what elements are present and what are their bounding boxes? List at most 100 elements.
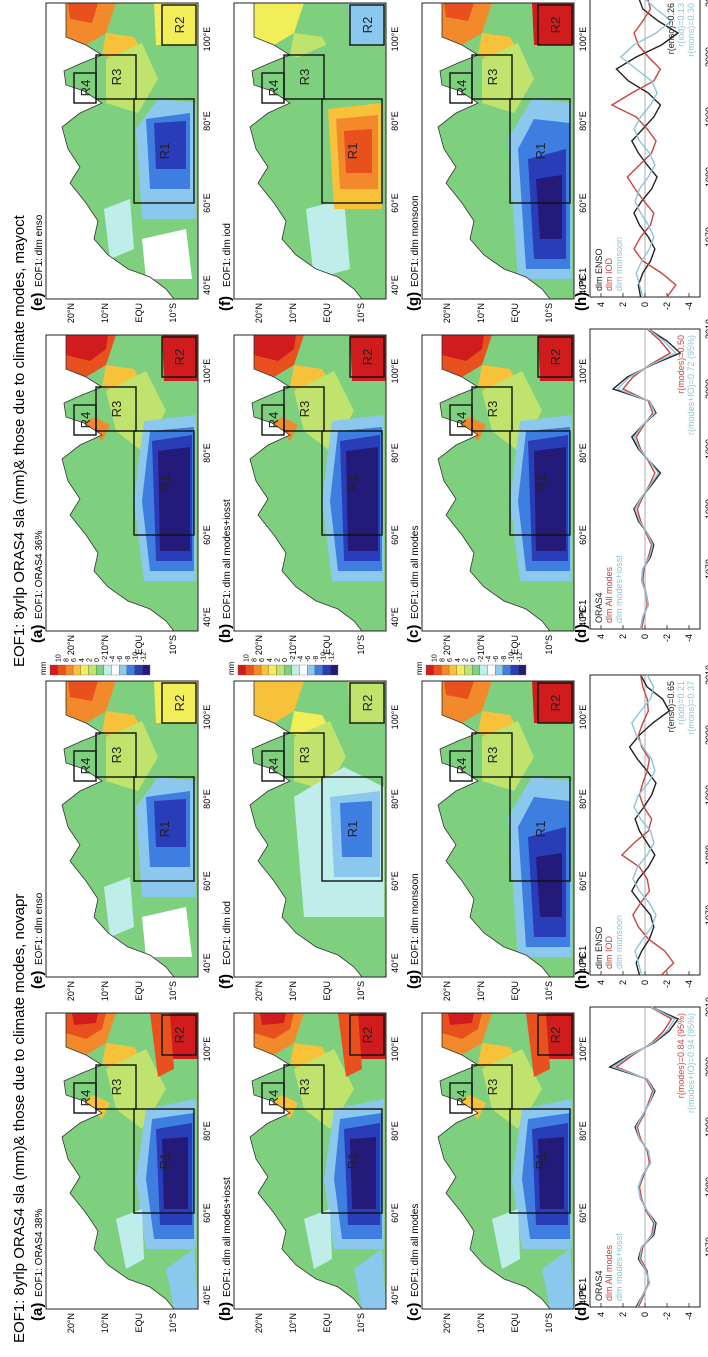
contour-region <box>84 1095 110 1119</box>
stat-label: r(enso)=0.65 <box>666 681 676 732</box>
y-tick-label: 4 <box>596 980 606 985</box>
lon-label: 100°E <box>578 705 588 730</box>
y-tick-label: -2 <box>662 1312 672 1320</box>
x-tick-label: 1980 <box>704 845 708 865</box>
region-box <box>161 1014 197 1056</box>
lat-label: EQU <box>510 1313 520 1333</box>
colorbar-tick-label: 8 <box>63 658 70 662</box>
contour-region <box>260 1013 286 1025</box>
contour-region <box>104 199 134 259</box>
region-box-label: R2 <box>172 695 187 712</box>
lat-label: 10°S <box>356 1313 366 1333</box>
x-tick-label: 1990 <box>704 1117 708 1137</box>
lat-label: 10°N <box>476 303 486 323</box>
colorbar-swatch <box>307 664 316 676</box>
contour-region <box>306 199 350 279</box>
panel-letter: (e) <box>29 971 46 989</box>
stat-label: r(mons)=0.30 <box>686 3 696 57</box>
colorbar-tick-label: 2 <box>274 658 281 662</box>
colorbar-tick-label: -6 <box>117 656 124 662</box>
lat-label: 10°S <box>168 1313 178 1333</box>
pc-panel: 4 2 0 -2 -4 1970 1980 1990 2000 2010 ORAS4 dlm All … <box>573 319 708 643</box>
colorbar-swatch <box>72 664 81 676</box>
stat-label: r(modes+IO)=0.72 (95%) <box>686 335 696 435</box>
lon-label: 80°E <box>578 443 588 463</box>
region-box-label: R1 <box>157 143 172 160</box>
y-tick-label: -2 <box>662 980 672 988</box>
region-box-label: R3 <box>109 747 124 764</box>
lat-label: 10°S <box>168 303 178 323</box>
colorbar-swatch <box>284 664 292 676</box>
contour-region <box>116 1209 144 1269</box>
colorbar-swatch <box>119 664 128 676</box>
region-box <box>509 430 571 536</box>
map-frame <box>421 2 575 300</box>
region-box <box>349 682 385 724</box>
lat-label: 10°S <box>544 1313 554 1333</box>
contour-region <box>94 451 130 521</box>
lat-label: 10°N <box>100 635 110 655</box>
region-box <box>349 4 385 46</box>
x-tick-label: 1980 <box>704 167 708 187</box>
colorbar-tick-label: -12 <box>140 652 147 662</box>
series-line <box>619 0 673 298</box>
stat-label: r(modes+IO)=0.94 (95%) <box>686 1013 696 1113</box>
lon-label: 40°E <box>202 1285 212 1305</box>
x-tick-label: 2010 <box>704 997 708 1017</box>
map-frame <box>421 334 575 632</box>
contour-region <box>272 1095 298 1119</box>
series-line <box>621 328 672 630</box>
contour-region <box>534 447 566 551</box>
colorbar-tick-label: -2 <box>478 656 485 662</box>
contour-region <box>294 721 346 791</box>
legend-entry: dlm monsoon <box>614 915 624 969</box>
region-box <box>161 4 197 46</box>
colorbar-tick-label: 0 <box>470 658 477 662</box>
colorbar-tick-label: 8 <box>439 658 446 662</box>
lat-label: 10°N <box>288 635 298 655</box>
legend-entry: dlm IOD <box>604 257 614 291</box>
x-tick-label: 2010 <box>704 319 708 339</box>
panel-letter: (h) <box>573 292 590 311</box>
colorbar-swatch <box>299 664 308 676</box>
lon-label: 60°E <box>578 871 588 891</box>
lon-label: 80°E <box>202 1121 212 1141</box>
colorbar-tick-label: -6 <box>493 656 500 662</box>
region-box-label: R3 <box>485 747 500 764</box>
contour-region <box>294 43 346 113</box>
map-panel: R1 R2 R3 R4 20°N 10°N EQU 10°S 40°E 60°E 80°E 100°E… <box>217 680 400 1001</box>
lon-label: 100°E <box>390 705 400 730</box>
lat-label: 20°N <box>442 635 452 655</box>
series-line <box>616 328 678 630</box>
contour-region <box>154 681 198 723</box>
map-frame <box>45 1012 199 1310</box>
lat-label: 10°S <box>356 635 366 655</box>
panel-letter: (b) <box>217 1302 234 1321</box>
region-box-label: R1 <box>345 475 360 492</box>
map-panel: R1 R2 R3 R4 20°N 10°N EQU 10°S 40°E 60°E 80°E 100°E… <box>217 1012 400 1333</box>
region-box-label: R4 <box>78 412 93 429</box>
lon-label: 100°E <box>578 1037 588 1062</box>
colorbar-tick-label: -2 <box>102 656 109 662</box>
colorbar-tick-label: 4 <box>79 658 86 662</box>
x-tick-label: 2000 <box>704 379 708 399</box>
x-tick-label: 1970 <box>704 559 708 579</box>
lon-label: 60°E <box>578 525 588 545</box>
colorbar-tick-label: -2 <box>290 656 297 662</box>
panel-label: PC1 <box>578 1277 589 1297</box>
lat-label: EQU <box>510 303 520 323</box>
legend-entry: ORAS4 <box>594 1270 604 1301</box>
y-tick-label: 4 <box>596 1312 606 1317</box>
lat-label: 20°N <box>66 303 76 323</box>
lat-label: 10°S <box>544 303 554 323</box>
lat-label: 20°N <box>254 981 264 1001</box>
colorbar-swatch <box>260 664 269 676</box>
panel-letter: (g) <box>405 292 422 311</box>
lat-label: EQU <box>510 635 520 655</box>
lat-label: 10°S <box>544 635 554 655</box>
legend-entry: dlm monsoon <box>614 237 624 291</box>
colorbar-swatch <box>57 664 66 676</box>
y-tick-label: 0 <box>640 302 650 307</box>
lat-label: 10°S <box>356 303 366 323</box>
region-box <box>449 72 473 104</box>
